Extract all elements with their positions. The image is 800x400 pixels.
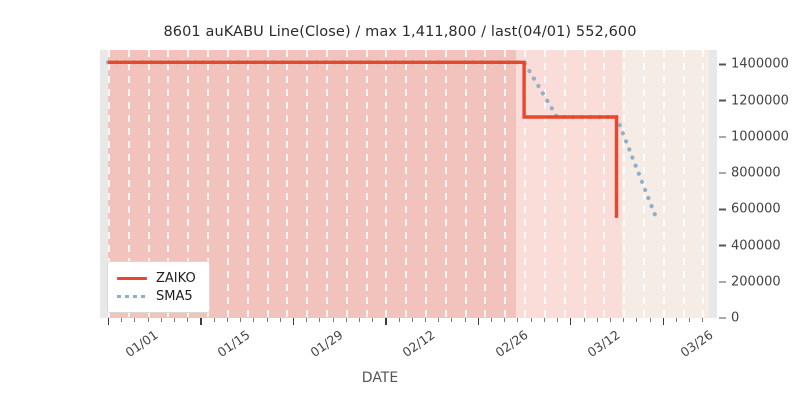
x-axis-minor-tick (438, 318, 440, 322)
x-axis-tick-label: 03/12 (584, 327, 623, 360)
y-axis-tick-label: 1000000 (731, 129, 789, 145)
legend-item-zaiko[interactable]: ZAIKO (117, 269, 196, 287)
x-axis-minor-tick (609, 318, 611, 322)
x-axis-minor-tick (319, 318, 321, 322)
x-axis-minor-tick (240, 318, 242, 322)
x-axis-minor-tick (583, 318, 585, 322)
x-axis-minor-tick (266, 318, 268, 322)
legend-label-zaiko: ZAIKO (156, 270, 196, 286)
y-axis-tick-label: 800000 (731, 165, 781, 181)
x-axis-minor-tick (675, 318, 677, 322)
x-axis-minor-tick (517, 318, 519, 322)
x-axis-minor-tick (636, 318, 638, 322)
x-axis-minor-tick (557, 318, 559, 322)
background-band-cream (622, 50, 709, 318)
plot-area: ZAIKO SMA5 (100, 50, 717, 318)
x-axis-minor-tick (147, 318, 149, 322)
x-axis-major-tick (200, 318, 202, 325)
x-axis-minor-tick (279, 318, 281, 322)
x-axis-tick-label: 01/15 (214, 327, 254, 360)
x-axis-minor-tick (464, 318, 466, 322)
x-axis-major-tick (662, 318, 664, 325)
chart-title: 8601 auKABU Line(Close) / max 1,411,800 … (163, 24, 637, 40)
x-axis-major-tick (292, 318, 295, 325)
x-axis-tick-label: 02/12 (399, 327, 439, 360)
x-axis-minor-tick (425, 318, 426, 322)
y-axis-tick: 800000 (719, 166, 781, 181)
x-axis-minor-tick (121, 318, 123, 322)
x-axis-minor-tick (345, 318, 347, 322)
x-axis-minor-tick (398, 318, 400, 322)
y-axis-tick-label: 200000 (731, 274, 781, 290)
x-axis-minor-tick (174, 318, 176, 322)
x-axis-title: DATE (361, 370, 399, 386)
x-axis-minor-tick (187, 318, 189, 322)
x-axis-minor-tick (491, 318, 493, 322)
y-axis-tick: 0 (719, 311, 739, 326)
legend-swatch-sma5 (117, 290, 147, 302)
y-axis-tick-label: 400000 (731, 238, 781, 254)
legend-swatch-zaiko (117, 272, 147, 284)
y-axis-tick: 600000 (719, 202, 781, 217)
x-axis-minor-tick (543, 318, 545, 322)
x-axis-major-tick (477, 318, 480, 325)
x-axis-minor-tick (332, 318, 334, 322)
x-axis-minor-tick (451, 318, 453, 322)
x-axis-major-tick (108, 318, 110, 325)
series-line-sma5 (105, 60, 659, 220)
x-axis-minor-tick (411, 318, 413, 322)
chart-legend[interactable]: ZAIKO SMA5 (107, 261, 210, 313)
x-axis-tick-label: 01/29 (307, 327, 346, 360)
x-axis-minor-tick (226, 318, 228, 322)
y-axis-tick-label: 600000 (731, 201, 781, 217)
x-axis-minor-tick (160, 318, 162, 322)
x-axis-minor-tick (306, 318, 308, 322)
y-axis-tick-label: 1400000 (731, 56, 789, 72)
x-axis-minor-tick (623, 318, 625, 322)
x-axis-minor-tick (530, 318, 532, 322)
legend-item-sma5[interactable]: SMA5 (117, 287, 196, 305)
x-axis-minor-tick (689, 318, 691, 322)
y-axis-tick: 1400000 (719, 57, 789, 72)
series-layer (105, 60, 659, 220)
x-axis-minor-tick (702, 318, 704, 322)
y-axis-tick: 200000 (719, 274, 781, 289)
x-axis-major-tick (570, 318, 572, 325)
legend-label-sma5: SMA5 (156, 288, 193, 304)
x-axis-minor-tick (372, 318, 374, 322)
x-axis-minor-tick (358, 318, 360, 322)
x-axis-tick-label: 03/26 (677, 327, 716, 360)
y-axis-tick: 400000 (719, 238, 781, 253)
x-axis-tick-label: 01/01 (122, 327, 161, 360)
x-axis-minor-tick (649, 318, 651, 322)
x-axis-minor-ticks (100, 318, 717, 325)
x-axis-tick-label: 02/26 (492, 327, 531, 360)
x-axis-minor-tick (253, 318, 255, 322)
x-axis-minor-tick (134, 318, 136, 322)
x-axis-minor-tick (504, 318, 506, 322)
x-axis-major-tick (385, 318, 387, 325)
series-line-zaiko (108, 60, 619, 218)
x-axis-minor-tick (213, 318, 215, 322)
y-axis-tick: 1000000 (719, 129, 789, 144)
y-axis-tick-label: 1200000 (731, 93, 789, 109)
x-axis-minor-tick (596, 318, 598, 322)
y-axis-tick-label: 0 (731, 310, 740, 326)
y-axis-tick: 1200000 (719, 93, 789, 108)
